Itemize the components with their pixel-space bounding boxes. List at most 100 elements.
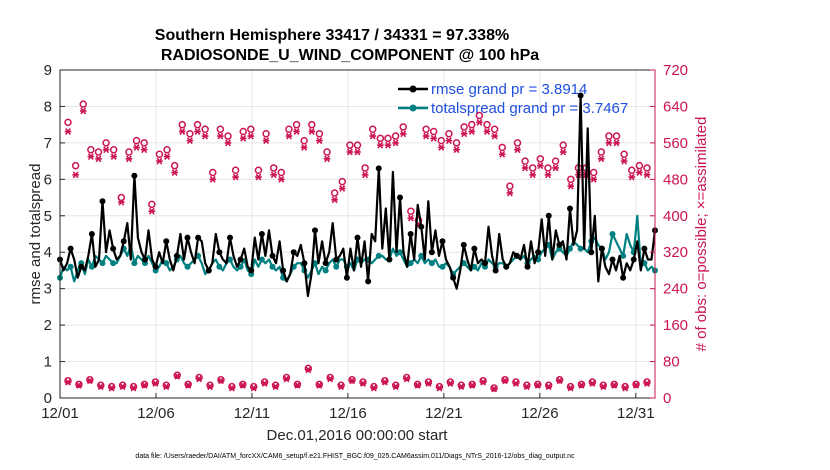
obs-assimilated-marker [620,157,628,165]
obs-low-assimilated-marker [97,383,105,391]
totalspread-point [577,245,584,252]
rmse-point [588,249,595,256]
obs-assimilated-marker [491,132,498,140]
obs-possible-marker [376,134,385,143]
obs-low-assimilated-marker-stroke [633,381,640,389]
obs-assimilated-marker [613,139,620,147]
obs-possible-marker [361,164,369,172]
obs-low-assimilated-marker [173,372,181,380]
obs-assimilated-marker [125,155,133,163]
obs-assimilated-marker-stroke [423,132,430,140]
obs-low-possible-marker [239,380,247,389]
obs-low-possible-marker [512,378,520,386]
obs-low-assimilated-marker-stroke [338,383,345,391]
obs-assimilated-marker-stroke [255,173,262,181]
obs-low-assimilated-marker [610,381,618,389]
obs-assimilated-marker-stroke [247,132,254,140]
rmse-point [620,274,627,281]
totalspread-point [397,249,403,256]
obs-assimilated-marker [445,137,453,145]
rmse-point [290,249,297,256]
obs-low-possible-marker [75,380,83,389]
obs-possible-marker [551,157,560,165]
obs-possible-marker [437,136,446,145]
chart-title-line2: RADIOSONDE_U_WIND_COMPONENT @ 100 hPa [161,47,539,64]
obs-possible-marker [422,125,430,133]
obs-low-possible-marker [337,381,345,389]
obs-low-assimilated-marker [501,377,509,385]
obs-low-possible-marker [402,373,411,382]
obs-assimilated-marker [95,155,102,163]
obs-assimilated-marker [407,214,415,222]
obs-low-assimilated-marker [447,379,454,387]
obs-low-possible-marker [228,382,236,391]
obs-assimilated-marker-stroke [301,143,308,151]
obs-low-assimilated-marker [545,383,552,391]
obs-possible-marker [368,125,377,133]
y-tick-label: 8 [44,98,52,115]
obs-possible-marker [300,136,308,145]
obs-possible-marker [79,100,87,108]
rmse-point [152,263,159,270]
obs-assimilated-marker [453,146,460,154]
obs-assimilated-marker [232,173,239,181]
rmse-point [375,165,382,172]
obs-possible-marker [71,161,80,170]
obs-assimilated-marker [148,207,156,215]
obs-low-assimilated-marker-stroke [622,384,629,392]
obs-low-assimilated-marker [578,381,585,389]
legend-spread-marker [409,104,417,112]
obs-assimilated-marker-stroke [148,207,155,215]
obs-assimilated-marker-stroke [308,128,315,135]
obs-low-assimilated-marker-stroke [163,383,170,391]
obs-low-assimilated-marker [228,384,236,392]
obs-assimilated-marker-stroke [278,175,285,183]
obs-low-assimilated-marker [206,383,214,391]
obs-assimilated-marker [133,143,140,151]
totalspread-point [620,252,627,259]
obs-assimilated-marker [194,128,201,135]
obs-assimilated-marker [643,171,651,179]
obs-low-assimilated-marker-stroke [545,383,552,391]
data-file-footer: data file: /Users/raeder/DAI/ATM_forcXX/… [135,453,575,460]
obs-possible-marker [216,125,225,133]
obs-possible-marker [87,145,95,154]
obs-assimilated-marker-stroke [621,157,628,165]
obs-possible-marker [445,130,453,138]
obs-low-assimilated-marker-stroke [469,381,476,389]
obs-low-assimilated-marker-stroke [141,381,148,389]
rmse-point [386,256,393,263]
obs-low-assimilated-marker-stroke [261,379,268,387]
obs-assimilated-marker-stroke [270,171,277,179]
obs-possible-marker [635,161,644,170]
obs-low-assimilated-marker-stroke [556,377,563,385]
obs-assimilated-marker-stroke [118,198,125,206]
obs-assimilated-marker [369,132,377,140]
obs-low-assimilated-marker-stroke [65,378,71,386]
obs-assimilated-marker [521,164,529,172]
obs-low-possible-marker [621,382,629,391]
rmse-point [354,234,361,241]
obs-low-possible-marker [632,380,640,389]
obs-assimilated-marker [209,175,217,183]
obs-possible-marker [323,148,331,156]
x-tick-label: 12/01 [41,405,79,422]
rmse-point [343,274,350,281]
totalspread-point [269,263,276,270]
y-tick-label: 7 [44,135,52,152]
rmse-point [269,252,276,259]
obs-low-assimilated-marker-stroke [370,384,377,392]
obs-possible-marker [170,161,179,170]
obs-low-assimilated-marker [403,375,410,383]
obs-low-assimilated-marker-stroke [403,375,410,383]
obs-assimilated-marker-stroke [628,173,635,181]
obs-low-assimilated-marker-stroke [86,377,93,385]
obs-possible-marker [391,132,400,140]
obs-low-assimilated-marker-stroke [218,377,224,385]
obs-assimilated-marker [79,107,87,115]
rmse-point [333,256,340,263]
legend: rmse grand pr = 3.8914 totalspread grand… [398,81,628,117]
obs-assimilated-marker [636,169,643,176]
y2-tick-label: 320 [663,244,688,261]
obs-low-assimilated-marker-stroke [567,384,574,392]
